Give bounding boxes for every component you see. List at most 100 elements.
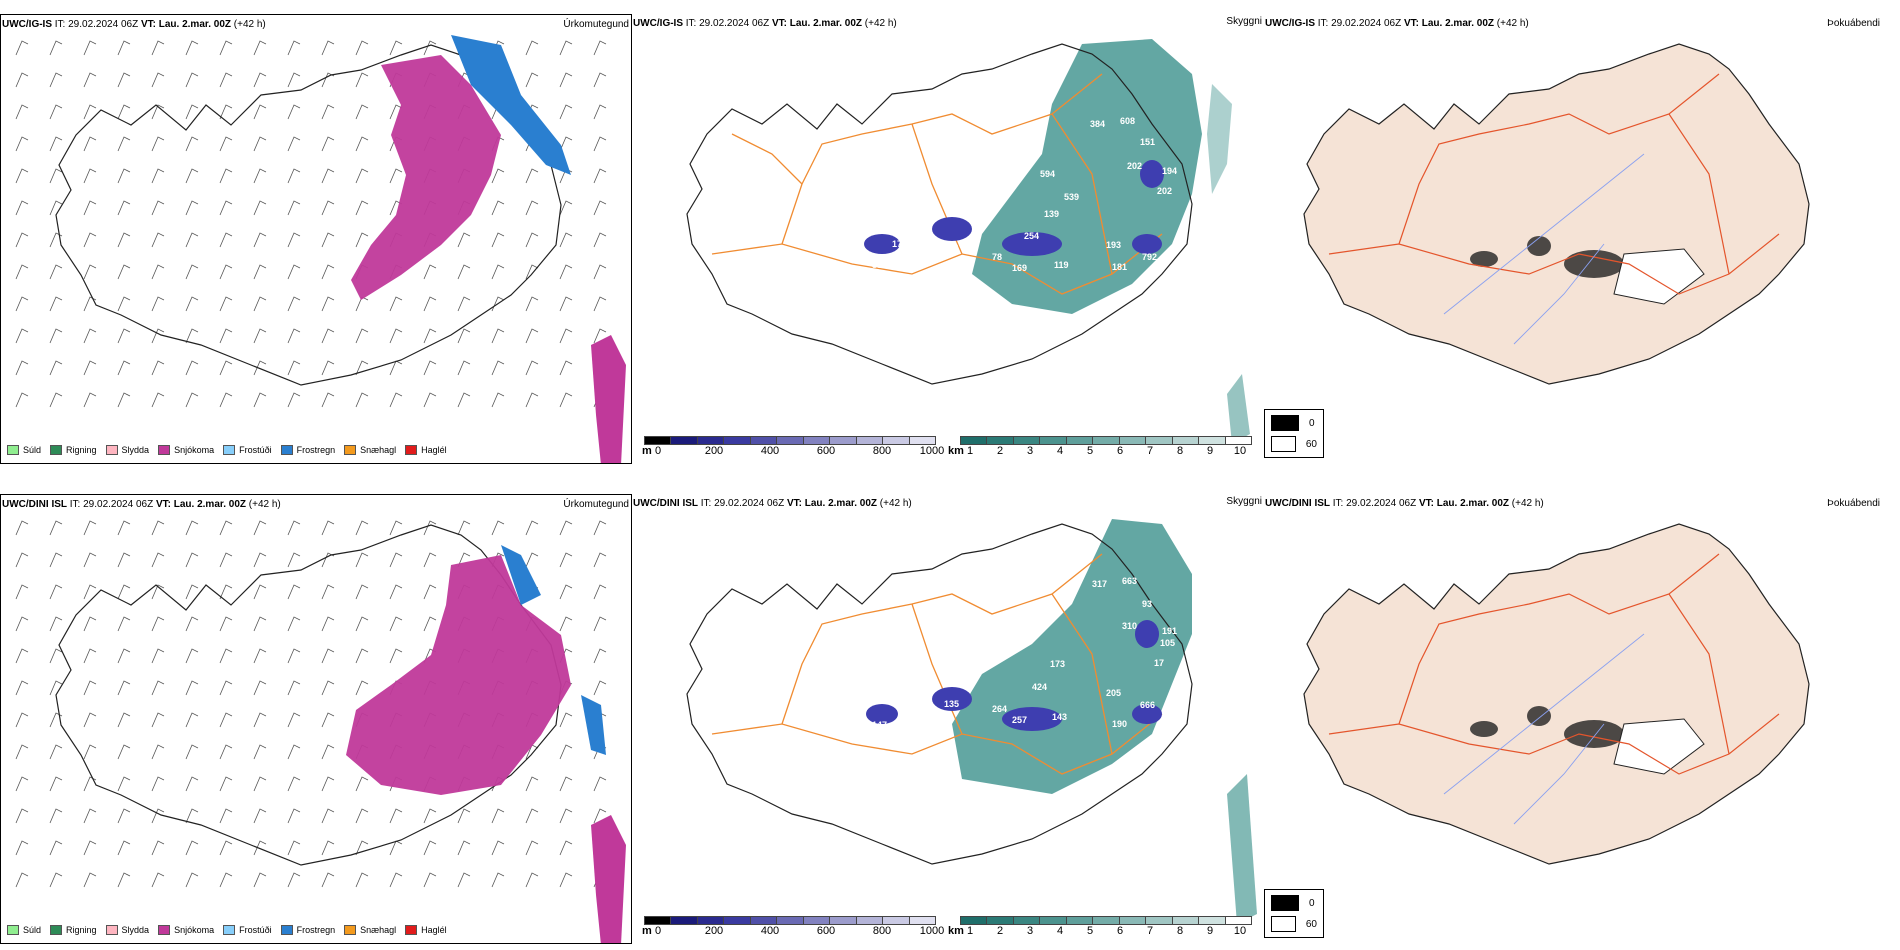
precip-legend: Súld Rigning Slydda Snjókoma Frostúði Fr… [7, 445, 447, 455]
peak-label: 181 [1112, 262, 1127, 272]
legend-item: Frostúði [223, 925, 272, 935]
visibility-map: 384 608 151 594 202 194 539 139 202 254 … [686, 39, 1250, 444]
fog-panel-row2: UWC/DINI ISL IT: 29.02.2024 06Z VT: Lau.… [1264, 494, 1900, 944]
fog-scale-row: 0 [1271, 415, 1317, 431]
panel-title: UWC/DINI ISL IT: 29.02.2024 06Z VT: Lau.… [1265, 498, 1544, 509]
tick-label: 1000 [919, 925, 945, 937]
precip-legend: Súld Rigning Slydda Snjókoma Frostúði Fr… [7, 925, 447, 935]
fog-panel-row1: UWC/IG-IS IT: 29.02.2024 06Z VT: Lau. 2.… [1264, 14, 1900, 464]
tick-label: 8 [1176, 925, 1184, 937]
peak-label: 173 [1050, 659, 1065, 669]
tick-label: 4 [1056, 925, 1064, 937]
legend-item: Frostúði [223, 445, 272, 455]
peak-label: 202 [1127, 161, 1142, 171]
elevation-colorbar: m 0 200 400 600 800 1000 [642, 436, 944, 457]
visibility-colorbar: km 1 2 3 4 5 6 7 8 9 10 [948, 436, 1252, 457]
visibility-panel-row2: UWC/DINI ISL IT: 29.02.2024 06Z VT: Lau.… [632, 494, 1264, 944]
peak-label: 178 [892, 239, 907, 249]
tick-label: 10 [1233, 445, 1247, 457]
peak-label: 24 [982, 641, 992, 651]
legend-swatch [405, 925, 418, 935]
legend-item: Snjókoma [158, 925, 214, 935]
peak-label: 93 [1142, 599, 1152, 609]
legend-swatch [344, 925, 357, 935]
visibility-panel-row1: UWC/IG-IS IT: 29.02.2024 06Z VT: Lau. 2.… [632, 14, 1264, 464]
peak-label: 317 [1092, 579, 1107, 589]
legend-swatch [405, 445, 418, 455]
elevation-colorbar: m 0 200 400 600 800 1000 [642, 916, 944, 937]
panel-title: UWC/DINI ISL IT: 29.02.2024 06Z VT: Lau.… [2, 499, 281, 510]
tick-label: 3 [1026, 445, 1034, 457]
panel-title: UWC/IG-IS IT: 29.02.2024 06Z VT: Lau. 2.… [1265, 18, 1529, 29]
panel-product-title: Úrkomutegund [563, 19, 629, 30]
legend-swatch [7, 445, 19, 455]
panel-product-title: Þokuábendi [1827, 498, 1880, 509]
tick-label: 0 [654, 445, 662, 457]
legend-swatch [7, 925, 19, 935]
legend-swatch [50, 445, 63, 455]
tick-label: 5 [1086, 925, 1094, 937]
legend-item: Súld [7, 445, 41, 455]
legend-swatch [158, 925, 171, 935]
peak-label: 424 [1032, 682, 1047, 692]
peak-label: 608 [1120, 116, 1135, 126]
tick-label: 9 [1206, 445, 1214, 457]
peak-label: 143 [1052, 712, 1067, 722]
legend-swatch [344, 445, 357, 455]
legend-swatch [280, 925, 293, 935]
legend-swatch [105, 445, 118, 455]
tick-label: 8 [1176, 445, 1184, 457]
legend-swatch [223, 925, 236, 935]
fog-scale-row: 60 [1271, 436, 1317, 452]
legend-item: Súld [7, 925, 41, 935]
peak-label: 17 [1154, 658, 1164, 668]
tick-label: 400 [760, 445, 780, 457]
fog-scale-legend: 0 60 [1264, 409, 1324, 458]
peak-label: 116 [944, 243, 959, 253]
panel-title: UWC/DINI ISL IT: 29.02.2024 06Z VT: Lau.… [633, 498, 912, 509]
fog-scale-legend: 0 60 [1264, 889, 1324, 938]
peak-label: 89 [872, 260, 882, 270]
panel-title: UWC/IG-IS IT: 29.02.2024 06Z VT: Lau. 2.… [2, 19, 266, 30]
peak-label: 792 [1142, 252, 1157, 262]
fog-swatch-black [1271, 895, 1299, 911]
peak-label: 254 [1024, 231, 1039, 241]
tick-label: 400 [760, 925, 780, 937]
precip-map [15, 520, 626, 943]
peak-label: 169 [1012, 263, 1027, 273]
legend-item: Rigning [50, 445, 97, 455]
colorbar-swatches [960, 916, 1252, 925]
precip-panel-row2: UWC/DINI ISL IT: 29.02.2024 06Z VT: Lau.… [0, 494, 632, 944]
peak-label: 666 [1140, 700, 1155, 710]
peak-label: 135 [944, 699, 959, 709]
tick-label: 1 [966, 925, 974, 937]
legend-item: Frostregn [280, 445, 335, 455]
peak-label: 194 [1162, 166, 1177, 176]
peak-label: 151 [1140, 137, 1155, 147]
legend-swatch [50, 925, 63, 935]
tick-label: 10 [1233, 925, 1247, 937]
fog-swatch-white [1271, 436, 1296, 452]
peak-label: 539 [1064, 192, 1079, 202]
peak-label: 594 [1040, 169, 1055, 179]
legend-item: Snæhagl [344, 445, 396, 455]
peak-label: 105 [1160, 638, 1175, 648]
legend-swatch [105, 925, 118, 935]
precip-map [15, 35, 626, 463]
peak-label: 147 [872, 720, 887, 730]
legend-swatch [158, 445, 171, 455]
tick-label: 1 [966, 445, 974, 457]
peak-label: 78 [992, 252, 1002, 262]
colorbar-unit: km [948, 925, 964, 937]
legend-item: Snæhagl [344, 925, 396, 935]
panel-product-title: Úrkomutegund [563, 499, 629, 510]
legend-item: Slydda [105, 925, 149, 935]
panel-product-title: Þokuábendi [1827, 18, 1880, 29]
fog-scale-row: 0 [1271, 895, 1317, 911]
tick-label: 7 [1146, 925, 1154, 937]
peak-label: 119 [1054, 260, 1069, 270]
legend-item: Rigning [50, 925, 97, 935]
colorbar-swatches [644, 436, 936, 445]
tick-label: 7 [1146, 445, 1154, 457]
peak-label: 193 [1106, 240, 1121, 250]
